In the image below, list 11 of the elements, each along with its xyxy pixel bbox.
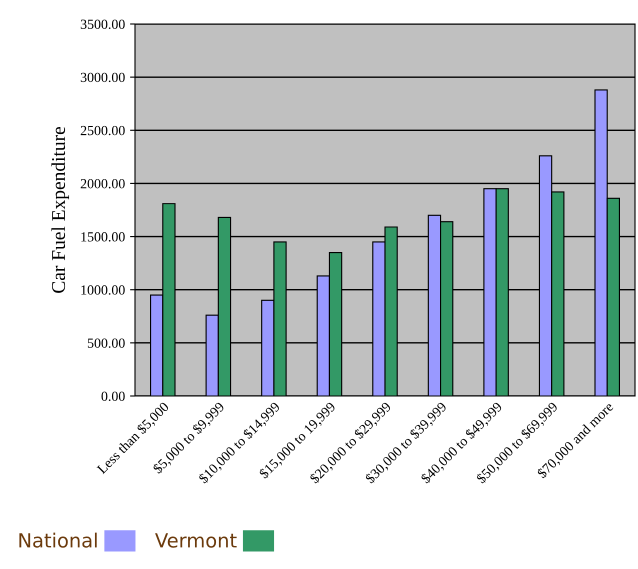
y-tick-label: 1000.00 xyxy=(81,285,125,295)
y-tick-label: 1500.00 xyxy=(81,232,125,242)
y-axis-title: Car Fuel Expenditure xyxy=(51,126,70,293)
y-tick-label: 0.00 xyxy=(102,392,125,402)
y-tick-label: 3500.00 xyxy=(80,20,125,30)
y-tick-label: 2000.00 xyxy=(80,179,125,188)
legend-label: Vermont xyxy=(155,533,237,548)
y-tick-label: 500.00 xyxy=(88,338,125,348)
legend-label: National xyxy=(19,532,97,548)
y-tick-label: 2500.00 xyxy=(80,126,125,136)
y-tick-label: 3000.00 xyxy=(80,72,125,82)
